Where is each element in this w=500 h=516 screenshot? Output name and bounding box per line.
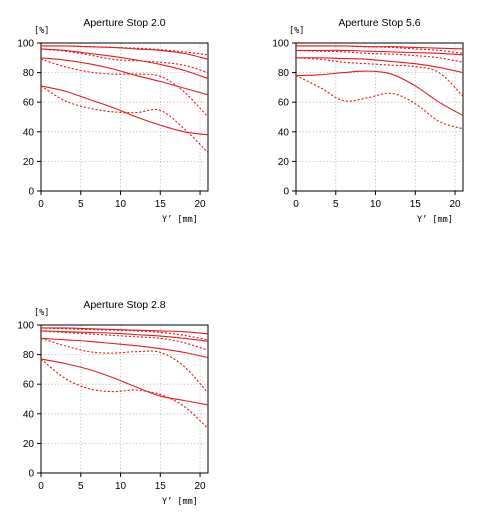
mtf-series-4-dotted [40,48,209,74]
plot-frame [295,42,464,192]
x-tick-label: 0 [38,481,44,492]
x-tick-label: 15 [155,481,167,492]
x-tick-label: 0 [293,199,299,210]
mtf-chart-aperture-2-0: Aperture Stop 2.0 [%] 0 20 40 60 80 100 0 5 10 15 20… [17,17,209,225]
x-tick-label: 15 [410,199,422,210]
y-tick-label: 80 [278,68,290,79]
mtf-series-2-dotted [295,45,464,54]
chart-title: Aperture Stop 5.6 [338,17,420,29]
mtf-series-8-dotted [40,358,209,430]
x-tick-label: 5 [78,199,84,210]
mtf-chart-aperture-2-8: Aperture Stop 2.8 [%] 0 20 40 60 80 100 0 5 10 15 20… [17,299,209,507]
mtf-series-3-solid [40,330,209,342]
mtf-series-5-solid [40,337,209,359]
y-tick-label: 40 [278,127,290,138]
mtf-series-4-dotted [295,49,464,63]
y-tick-label: 100 [17,321,34,332]
y-tick-label: 100 [17,39,34,50]
x-unit-label: Y’ [mm] [162,497,198,507]
mtf-chart-aperture-5-6: Aperture Stop 5.6 [%] 0 20 40 60 80 100 0 5 10 15 20… [272,17,464,225]
y-tick-label: 0 [283,187,289,198]
mtf-series-3-solid [40,48,209,80]
x-tick-label: 10 [115,481,127,492]
y-tick-label: 60 [23,98,35,109]
y-tick-label: 60 [23,380,35,391]
x-tick-label: 10 [115,199,127,210]
mtf-series-2-dotted [40,327,209,341]
mtf-series-1-solid [40,45,209,60]
mtf-series-3-solid [295,49,464,56]
y-unit-label: [%] [34,308,49,318]
y-tick-label: 60 [278,98,290,109]
x-tick-label: 0 [38,199,44,210]
mtf-series-8-dotted [40,85,209,153]
y-tick-label: 100 [272,39,289,50]
mtf-series-7-solid [40,358,209,406]
x-tick-label: 20 [194,199,206,210]
mtf-series-6-dotted [40,58,209,118]
plot-frame [40,324,209,474]
y-tick-label: 80 [23,68,35,79]
x-tick-label: 20 [194,481,206,492]
y-tick-label: 20 [278,157,290,168]
y-tick-label: 0 [28,187,34,198]
y-tick-label: 80 [23,350,35,361]
chart-title: Aperture Stop 2.8 [83,299,165,311]
y-tick-label: 40 [23,127,35,138]
y-unit-label: [%] [289,26,304,36]
plot-frame [40,42,209,192]
mtf-series-1-solid [40,327,209,335]
mtf-series-6-dotted [295,57,464,97]
mtf-series-5-solid [40,57,209,96]
y-tick-label: 40 [23,409,35,420]
x-tick-label: 15 [155,199,167,210]
mtf-series-6-dotted [40,337,209,394]
x-unit-label: Y’ [mm] [162,215,198,225]
x-tick-label: 10 [370,199,382,210]
x-unit-label: Y’ [mm] [417,215,453,225]
y-tick-label: 20 [23,157,35,168]
mtf-series-5-solid [295,57,464,74]
mtf-series-4-dotted [40,330,209,351]
mtf-series-7-solid [295,70,464,117]
x-tick-label: 20 [449,199,461,210]
chart-title: Aperture Stop 2.0 [83,17,165,29]
y-tick-label: 20 [23,439,35,450]
y-unit-label: [%] [34,26,49,36]
x-tick-label: 5 [78,481,84,492]
mtf-series-8-dotted [295,75,464,130]
mtf-series-2-dotted [40,45,209,56]
x-tick-label: 5 [333,199,339,210]
y-tick-label: 0 [28,469,34,480]
